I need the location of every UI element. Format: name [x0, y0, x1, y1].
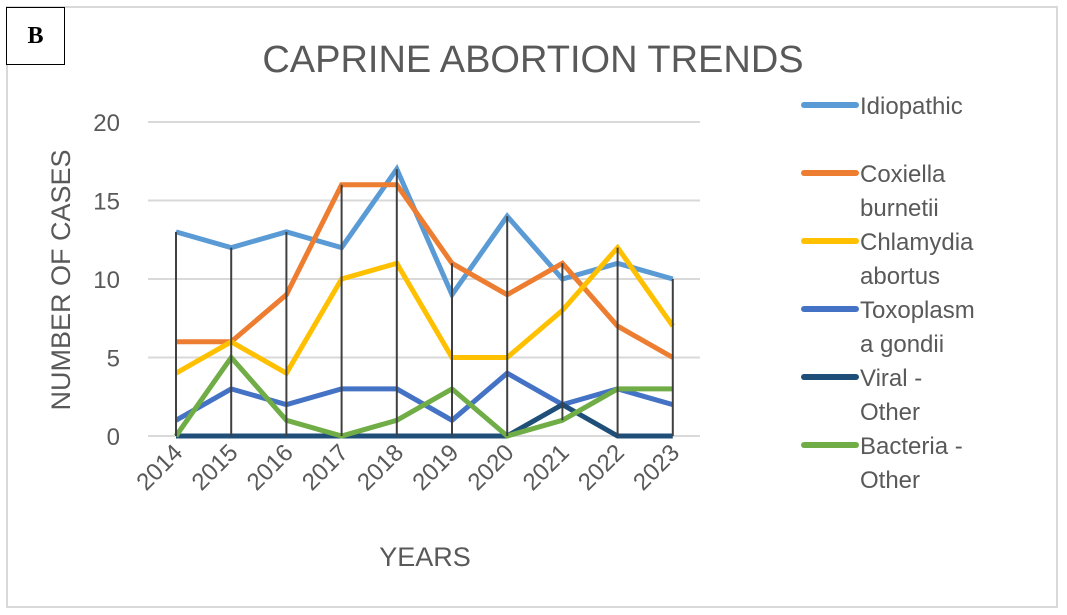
legend-item: Viral - Other — [801, 365, 922, 426]
legend-label: burnetii — [860, 195, 939, 222]
x-tick-label: 2022 — [573, 439, 630, 496]
legend-label: a gondii — [860, 331, 944, 358]
series-line — [173, 353, 673, 439]
x-tick-label: 2021 — [518, 439, 575, 496]
legend-item: Bacteria - Other — [801, 433, 963, 494]
legend-label: Coxiella — [860, 161, 946, 188]
chart-title: CAPRINE ABORTION TRENDS — [262, 39, 803, 81]
legend-item: Chlamydia abortus — [801, 229, 974, 290]
x-tick-label: 2018 — [352, 439, 409, 496]
x-tick-label: 2015 — [187, 439, 244, 496]
legend-item: Coxiella burnetii — [801, 161, 946, 222]
x-tick-label: 2023 — [628, 439, 685, 496]
legend-label: Toxoplasm — [860, 297, 975, 324]
x-tick-label: 2019 — [407, 439, 464, 496]
y-tick-label: 10 — [93, 267, 120, 294]
gridlines — [148, 121, 700, 437]
legend-label: abortus — [860, 263, 940, 290]
panel-label: B — [6, 7, 65, 65]
legend-label: Idiopathic — [860, 93, 963, 120]
y-tick-label: 5 — [107, 346, 120, 373]
x-tick-label: 2020 — [463, 439, 520, 496]
series-line — [175, 164, 674, 300]
y-axis-title: NUMBER OF CASES — [46, 149, 76, 410]
legend-item: Toxoplasm a gondii — [801, 297, 975, 358]
legend-item: Idiopathic — [801, 93, 963, 120]
series-line — [176, 401, 673, 439]
legend: Idiopathic Coxiella burnetii Chlamydia abort… — [801, 93, 975, 494]
y-tick-label: 0 — [107, 424, 120, 451]
y-axis-ticks: 0 5 10 15 20 — [93, 110, 120, 451]
legend-label: Other — [860, 467, 920, 494]
legend-label: Chlamydia — [860, 229, 974, 256]
series-line — [176, 182, 675, 360]
legend-label: Viral - — [860, 365, 922, 392]
x-tick-label: 2014 — [131, 439, 188, 496]
x-tick-label: 2017 — [297, 439, 354, 496]
series-line — [174, 243, 675, 377]
chart-frame — [6, 6, 1058, 608]
y-tick-label: 20 — [93, 110, 120, 137]
x-axis-title: YEARS — [379, 542, 471, 572]
series-lines — [173, 164, 675, 439]
x-tick-label: 2016 — [242, 439, 299, 496]
y-tick-label: 15 — [93, 189, 120, 216]
legend-label: Other — [860, 399, 920, 426]
legend-label: Bacteria - — [860, 433, 963, 460]
high-low-lines — [175, 169, 674, 436]
